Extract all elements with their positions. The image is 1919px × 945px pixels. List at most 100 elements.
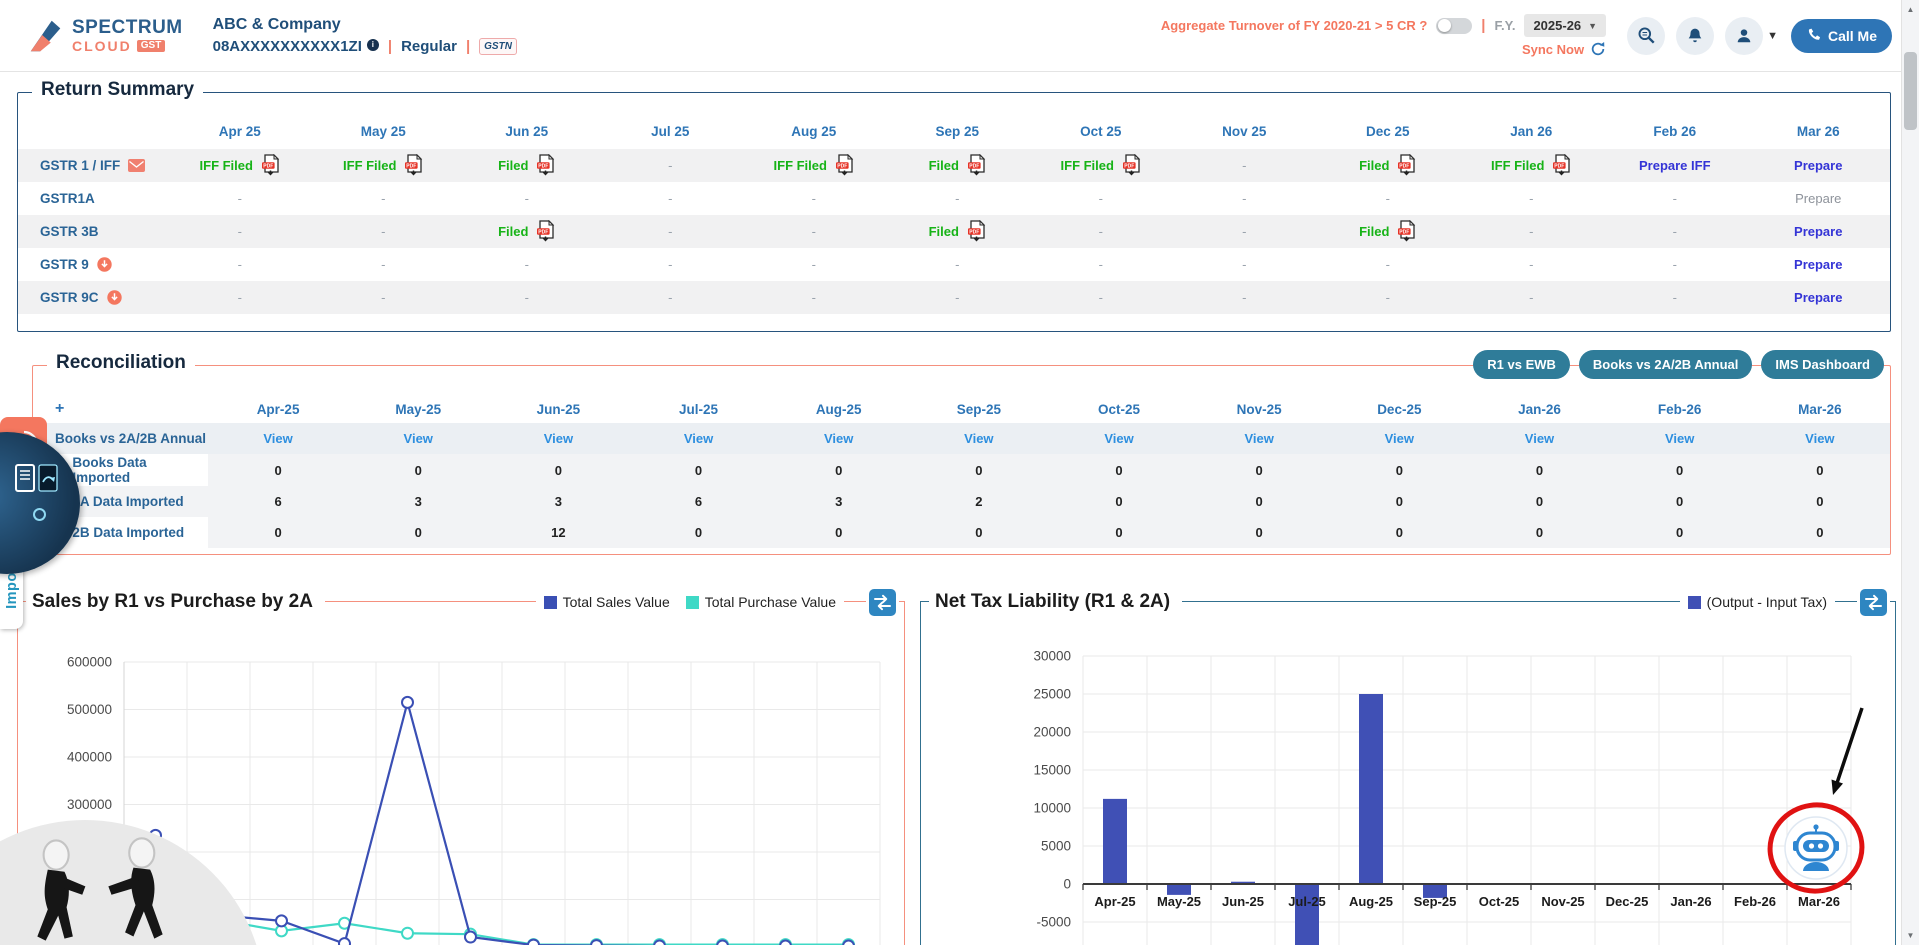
filed-status[interactable]: Filed xyxy=(498,158,528,173)
filed-status[interactable]: IFF Filed xyxy=(200,158,253,173)
sync-now-link[interactable]: Sync Now xyxy=(1522,42,1584,57)
total-sales-value-point[interactable] xyxy=(402,697,413,708)
status-text: - xyxy=(238,191,242,206)
view-link[interactable]: View xyxy=(1385,431,1414,446)
r1-vs-ewb-button[interactable]: R1 vs EWB xyxy=(1473,350,1570,379)
reconciliation-label[interactable]: Books vs 2A/2B Annual xyxy=(55,431,206,446)
prepare-link[interactable]: Prepare xyxy=(1794,224,1842,239)
view-link[interactable]: View xyxy=(404,431,433,446)
call-me-button[interactable]: Call Me xyxy=(1791,19,1892,53)
count-value: 0 xyxy=(695,525,702,540)
ims-dashboard-button[interactable]: IMS Dashboard xyxy=(1761,350,1884,379)
reconciliation-label[interactable]: 2B Data Imported xyxy=(72,525,184,540)
view-link[interactable]: View xyxy=(964,431,993,446)
count-cell: 0 xyxy=(1049,486,1189,517)
view-link[interactable]: View xyxy=(1805,431,1834,446)
pdf-download-icon[interactable]: PDF xyxy=(536,154,555,177)
x-axis-label: Aug-25 xyxy=(1349,894,1393,909)
view-link[interactable]: View xyxy=(824,431,853,446)
tax-bar[interactable] xyxy=(1103,799,1127,884)
plus-icon[interactable]: + xyxy=(55,400,64,417)
profile-caret-icon[interactable]: ▼ xyxy=(1767,30,1778,42)
reconciliation-label[interactable]: Books Data Imported xyxy=(72,455,207,485)
filed-status[interactable]: Filed xyxy=(929,158,959,173)
view-link[interactable]: View xyxy=(263,431,292,446)
pdf-download-icon[interactable]: PDF xyxy=(835,154,854,177)
svg-text:PDF: PDF xyxy=(1124,163,1134,169)
filed-status[interactable]: Filed xyxy=(1359,158,1389,173)
view-link[interactable]: View xyxy=(1104,431,1133,446)
return-name[interactable]: GSTR 1 / IFF xyxy=(40,158,120,173)
export-compare-button[interactable] xyxy=(1857,589,1890,616)
export-compare-button[interactable] xyxy=(866,589,899,616)
return-name[interactable]: GSTR 3B xyxy=(40,224,99,239)
pdf-download-icon[interactable]: PDF xyxy=(261,154,280,177)
total-sales-value-point[interactable] xyxy=(654,941,665,945)
status-cell: - xyxy=(455,182,599,215)
status-text: - xyxy=(525,257,529,272)
pdf-download-icon[interactable]: PDF xyxy=(967,154,986,177)
pdf-download-icon[interactable]: PDF xyxy=(1397,220,1416,243)
return-name[interactable]: GSTR 9 xyxy=(40,257,89,272)
chatbot-button[interactable] xyxy=(1785,817,1847,879)
search-button[interactable] xyxy=(1627,17,1665,55)
refresh-icon[interactable] xyxy=(1590,41,1606,57)
view-link[interactable]: View xyxy=(544,431,573,446)
books-vs-2a2b-annual-button[interactable]: Books vs 2A/2B Annual xyxy=(1579,350,1752,379)
info-icon[interactable]: i xyxy=(367,39,379,51)
reconciliation-label-cell: Books vs 2A/2B Annual xyxy=(33,423,208,454)
prepare-link[interactable]: Prepare xyxy=(1794,158,1842,173)
tax-bar[interactable] xyxy=(1359,694,1383,884)
fy-dropdown[interactable]: 2025-26 ▼ xyxy=(1524,14,1606,37)
total-sales-value-point[interactable] xyxy=(843,941,854,945)
return-type-cell: GSTR 3B xyxy=(18,215,168,248)
pdf-download-icon[interactable]: PDF xyxy=(404,154,423,177)
filed-status[interactable]: Filed xyxy=(929,224,959,239)
view-link[interactable]: View xyxy=(684,431,713,446)
total-sales-value-point[interactable] xyxy=(339,938,350,945)
pdf-download-icon[interactable]: PDF xyxy=(1552,154,1571,177)
pdf-download-icon[interactable]: PDF xyxy=(1397,154,1416,177)
download-circle-icon[interactable] xyxy=(97,257,112,272)
user-profile-button[interactable] xyxy=(1725,17,1763,55)
scrollbar-down-arrow[interactable]: ▼ xyxy=(1902,931,1919,940)
turnover-toggle[interactable] xyxy=(1436,18,1472,34)
filed-status[interactable]: Filed xyxy=(1359,224,1389,239)
pdf-download-icon[interactable]: PDF xyxy=(536,220,555,243)
return-name[interactable]: GSTR1A xyxy=(40,191,95,206)
return-row: GSTR 1 / IFF IFF Filed PDF IFF Filed PDF File… xyxy=(18,149,1890,182)
download-circle-icon[interactable] xyxy=(107,290,122,305)
y-axis-tick: 500000 xyxy=(67,702,112,717)
total-sales-value-point[interactable] xyxy=(591,940,602,945)
spectrum-logo[interactable]: SPECTRUM CLOUD GST xyxy=(26,16,183,56)
svg-text:PDF: PDF xyxy=(407,163,417,169)
view-link[interactable]: View xyxy=(1665,431,1694,446)
filed-status[interactable]: IFF Filed xyxy=(774,158,827,173)
notifications-button[interactable] xyxy=(1676,17,1714,55)
prepare-link[interactable]: Prepare xyxy=(1794,257,1842,272)
status-cell: - xyxy=(599,248,743,281)
scrollbar-up-arrow[interactable]: ▲ xyxy=(1902,5,1919,14)
total-sales-value-point[interactable] xyxy=(780,941,791,945)
prepare-link[interactable]: Prepare IFF xyxy=(1639,158,1711,173)
filed-status[interactable]: Filed xyxy=(498,224,528,239)
return-name[interactable]: GSTR 9C xyxy=(40,290,99,305)
view-link[interactable]: View xyxy=(1244,431,1273,446)
reconciliation-label[interactable]: 2A Data Imported xyxy=(72,494,183,509)
prepare-link[interactable]: Prepare xyxy=(1794,290,1842,305)
filed-status[interactable]: IFF Filed xyxy=(1061,158,1114,173)
filed-status[interactable]: IFF Filed xyxy=(343,158,396,173)
total-purchase-value-point[interactable] xyxy=(402,928,413,939)
scrollbar[interactable]: ▲ ▼ xyxy=(1901,0,1919,945)
pdf-download-icon[interactable]: PDF xyxy=(967,220,986,243)
total-sales-value-point[interactable] xyxy=(465,932,476,943)
scrollbar-thumb[interactable] xyxy=(1904,52,1917,130)
status-text: - xyxy=(525,290,529,305)
pdf-download-icon[interactable]: PDF xyxy=(1122,154,1141,177)
view-link[interactable]: View xyxy=(1525,431,1554,446)
email-envelope-icon[interactable] xyxy=(128,159,145,172)
total-sales-value-point[interactable] xyxy=(528,940,539,945)
filed-status[interactable]: IFF Filed xyxy=(1491,158,1544,173)
total-sales-value-point[interactable] xyxy=(717,941,728,945)
total-sales-value-point[interactable] xyxy=(276,915,287,926)
